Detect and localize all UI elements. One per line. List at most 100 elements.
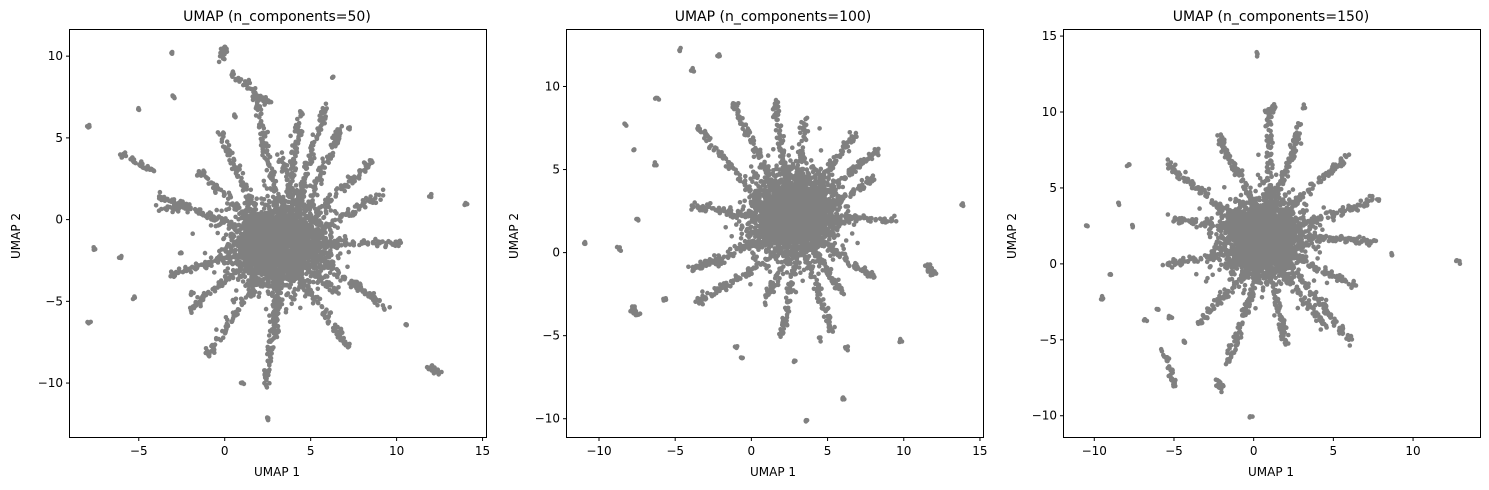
subplot-n-components-50: UMAP (n_components=50) UMAP 1 UMAP 2 −5 0… [9, 9, 490, 479]
scatter-point [357, 170, 363, 175]
scatter-point [338, 337, 343, 343]
scatter-point [345, 264, 350, 270]
scatter-point [224, 245, 229, 250]
scatter-point [241, 300, 247, 306]
scatter-point [159, 194, 164, 200]
scatter-point [321, 160, 326, 165]
scatter-point [223, 232, 229, 237]
scatter-point [293, 271, 298, 276]
scatter-point [239, 183, 244, 188]
scatter-point [317, 173, 323, 178]
scatter-point [322, 310, 327, 316]
scatter-point [320, 244, 326, 249]
scatter-point [245, 236, 251, 242]
scatter-point [404, 322, 410, 328]
scatter-point [227, 153, 232, 158]
scatter-point [201, 290, 207, 296]
scatter-point [225, 201, 230, 206]
scatter-point [319, 304, 325, 309]
scatter-point [276, 194, 282, 199]
scatter-point [318, 109, 324, 115]
scatter-point [290, 178, 295, 184]
scatter-point [262, 155, 267, 161]
scatter-point [312, 254, 318, 260]
scatter-point [273, 334, 279, 339]
scatter-point [266, 339, 272, 344]
scatter-point [360, 288, 365, 294]
subplot-title: UMAP (n_components=50) [183, 9, 371, 25]
scatter-point [237, 211, 242, 217]
scatter-point [221, 131, 227, 136]
scatter-point [237, 265, 243, 270]
scatter-point [250, 237, 255, 242]
scatter-point [249, 290, 254, 295]
scatter-point [317, 205, 322, 210]
scatter-point [225, 317, 230, 323]
scatter-point [201, 262, 206, 268]
scatter-point [343, 237, 349, 242]
scatter-point [314, 273, 320, 279]
scatter-point [345, 345, 351, 350]
scatter-point [230, 318, 235, 323]
scatter-point [234, 288, 239, 293]
scatter-point [331, 285, 337, 291]
scatter-point [323, 101, 329, 107]
scatter-point [247, 219, 253, 224]
scatter-point [180, 269, 186, 275]
scatter-point [257, 115, 262, 120]
scatter-point [300, 196, 305, 201]
scatter-point [253, 94, 259, 100]
scatter-point [232, 260, 238, 266]
scatter-point [185, 206, 191, 211]
scatter-point [198, 303, 203, 309]
scatter-point [314, 238, 319, 244]
scatter-point [319, 264, 325, 269]
scatter-point [223, 324, 229, 329]
scatter-point [258, 283, 264, 289]
scatter-point [231, 299, 237, 305]
scatter-point [264, 283, 269, 288]
scatter-point [377, 239, 383, 245]
scatter-point [298, 114, 304, 119]
scatter-point [357, 204, 363, 209]
scatter-point [341, 341, 347, 346]
scatter-point [317, 177, 322, 182]
scatter-point [224, 139, 230, 144]
scatter-point [303, 173, 309, 179]
scatter-point [342, 188, 348, 194]
scatter-point [329, 151, 335, 157]
scatter-point [271, 224, 277, 230]
scatter-point [268, 172, 274, 178]
scatter-point [738, 236, 744, 241]
scatter-point [218, 50, 223, 56]
scatter-point [243, 283, 248, 289]
scatter-point [209, 263, 214, 269]
scatter-point [265, 213, 271, 218]
scatter-point [263, 306, 269, 312]
scatter-point [164, 206, 170, 211]
scatter-point [298, 207, 304, 213]
scatter-point [272, 206, 278, 212]
scatter-point [219, 139, 225, 144]
scatter-point [223, 216, 228, 221]
scatter-point [194, 209, 199, 214]
scatter-point [157, 189, 163, 195]
scatter-point [230, 267, 236, 273]
scatter-point [298, 259, 304, 265]
scatter-point [170, 206, 176, 211]
scatter-point [225, 254, 230, 259]
scatter-point [305, 277, 310, 283]
scatter-point [424, 364, 430, 370]
scatter-point [310, 147, 315, 152]
scatter-point [132, 294, 137, 299]
scatter-point [286, 172, 292, 177]
scatter-point [307, 246, 313, 251]
scatter-point [266, 333, 272, 338]
scatter-point [296, 137, 302, 143]
scatter-point [261, 126, 267, 131]
scatter-point [295, 244, 300, 249]
scatter-point [244, 247, 249, 252]
scatter-point [224, 249, 229, 254]
scatter-point [315, 299, 320, 305]
scatter-point [233, 247, 238, 253]
